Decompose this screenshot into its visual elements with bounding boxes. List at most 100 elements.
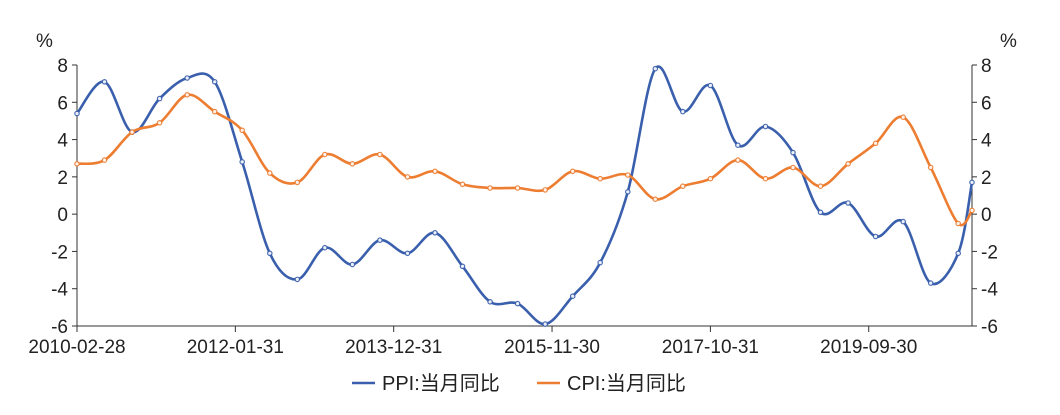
- data-point: [156, 120, 163, 126]
- data-point: [542, 187, 549, 193]
- data-point: [514, 300, 521, 307]
- data-point: [845, 161, 851, 167]
- data-point: [817, 183, 824, 190]
- data-point: [294, 179, 301, 186]
- data-point: [266, 170, 273, 176]
- right-y-tick-label: 6: [981, 93, 992, 114]
- left-unit-label: %: [36, 31, 53, 52]
- data-point: [377, 151, 383, 158]
- right-y-tick-label: -2: [981, 242, 998, 263]
- data-point: [707, 82, 714, 89]
- left-y-tick-label: 6: [57, 93, 68, 114]
- data-point: [762, 175, 769, 182]
- data-point: [817, 209, 824, 216]
- left-y-tick-label: 4: [57, 131, 68, 152]
- right-y-tick-label: 8: [981, 56, 992, 77]
- data-point: [790, 164, 796, 171]
- data-point: [487, 185, 493, 191]
- data-point: [542, 321, 549, 327]
- data-point: [74, 110, 80, 117]
- legend-item: PPI:当月同比: [352, 372, 500, 395]
- data-point: [266, 250, 273, 257]
- data-point: [969, 207, 975, 214]
- legend: PPI:当月同比 CPI:当月同比: [352, 372, 686, 395]
- right-y-tick-label: 2: [981, 168, 992, 189]
- right-y-tick-label: 4: [981, 131, 992, 152]
- x-tick-label: 2019-09-30: [820, 337, 917, 358]
- data-point: [900, 114, 907, 121]
- data-point: [211, 79, 218, 85]
- left-y-tick-label: 2: [57, 168, 68, 189]
- right-y-tick-label: -6: [981, 317, 998, 338]
- x-tick-label: 2015-11-30: [504, 337, 600, 358]
- series-layer: [74, 65, 975, 327]
- data-point: [762, 123, 769, 130]
- series-line: [75, 65, 974, 326]
- data-point: [211, 108, 218, 115]
- data-point: [569, 168, 576, 175]
- data-point: [184, 75, 191, 81]
- right-unit-label: %: [1000, 31, 1017, 52]
- data-point: [101, 79, 108, 85]
- series-ppi: [74, 65, 975, 327]
- data-point: [487, 298, 493, 305]
- legend-label: PPI:当月同比: [382, 372, 500, 395]
- legend-label: CPI:当月同比: [567, 372, 686, 395]
- data-point: [156, 95, 163, 102]
- data-point: [624, 189, 631, 195]
- data-point: [597, 259, 604, 266]
- data-point: [404, 174, 411, 180]
- data-point: [349, 261, 356, 268]
- data-point: [872, 233, 879, 240]
- series-cpi: [74, 92, 975, 227]
- data-point: [349, 161, 356, 167]
- data-point: [969, 179, 975, 186]
- x-tick-label: 2013-12-31: [345, 337, 442, 358]
- data-point: [652, 196, 659, 203]
- data-point: [514, 185, 521, 191]
- data-point: [239, 127, 246, 134]
- right-y-tick-label: -4: [981, 280, 998, 301]
- data-point: [735, 142, 741, 149]
- data-point: [927, 280, 934, 286]
- data-point: [707, 175, 714, 182]
- left-y-tick-label: 8: [57, 56, 68, 77]
- legend-item: CPI:当月同比: [537, 372, 686, 395]
- right-y-tick-label: 0: [981, 205, 992, 226]
- data-point: [845, 200, 851, 206]
- data-point: [459, 181, 466, 188]
- data-point: [432, 230, 438, 236]
- left-y-tick-label: 0: [57, 205, 68, 226]
- data-point: [790, 149, 796, 156]
- data-point: [101, 157, 108, 163]
- x-tick-label: 2010-02-28: [28, 337, 125, 358]
- data-point: [74, 161, 80, 167]
- data-point: [239, 159, 246, 165]
- data-point: [735, 157, 741, 163]
- left-y-tick-label: -4: [51, 280, 68, 301]
- data-point: [624, 172, 631, 178]
- data-point: [679, 108, 686, 115]
- data-point: [900, 218, 907, 225]
- data-point: [955, 220, 962, 227]
- left-y-tick-label: -6: [51, 317, 68, 338]
- data-point: [129, 129, 135, 135]
- data-point: [321, 151, 328, 158]
- data-point: [432, 168, 438, 175]
- data-point: [927, 164, 934, 171]
- x-tick-label: 2017-10-31: [662, 337, 759, 358]
- series-line: [75, 93, 974, 227]
- data-point: [294, 276, 301, 283]
- data-point: [321, 244, 328, 251]
- left-y-tick-label: -2: [51, 242, 68, 263]
- data-point: [404, 250, 411, 257]
- x-tick-label: 2012-01-31: [187, 337, 284, 358]
- data-point: [459, 263, 466, 270]
- data-point: [652, 65, 659, 72]
- data-point: [184, 92, 191, 98]
- data-point: [872, 140, 879, 147]
- data-point: [569, 293, 576, 300]
